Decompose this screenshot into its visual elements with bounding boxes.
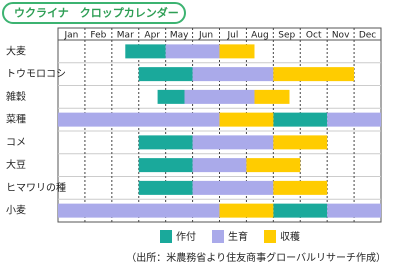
stage-bar [58,112,220,127]
legend-swatch [160,230,172,243]
month-label: Oct [306,31,322,41]
month-label: Sep [278,31,295,41]
stage-bar [125,44,166,59]
stage-bar [138,180,193,195]
legend-swatch [264,230,276,243]
stage-bar [157,89,185,104]
month-label: Dec [359,31,376,41]
stage-bar [219,44,255,59]
month-label: Apr [144,31,160,41]
stage-bar [246,158,301,173]
legend-swatch [212,230,224,243]
source-note: （出所：米農務省より住友商事グローバルリサーチ作成） [126,251,386,264]
month-label: Jul [227,31,239,41]
stage-bar [192,180,274,195]
stage-bar [273,180,328,195]
stage-bar [138,158,193,173]
month-label: Aug [251,31,269,41]
month-label: Mar [117,31,134,41]
stage-bar [192,135,274,150]
month-label: Feb [90,31,106,41]
row-label: ヒマワリの種 [6,181,66,194]
stage-bar [219,203,274,218]
stage-bar [254,89,290,104]
stage-bar [219,112,274,127]
month-label: Nov [332,31,350,41]
stage-bar [273,135,328,150]
row-label: 大麦 [6,44,26,57]
stage-bar [327,203,381,218]
stage-bar [138,135,193,150]
stage-bar [327,112,381,127]
legend-label: 収穫 [280,231,300,243]
row-label: 雑穀 [6,90,26,103]
month-label: Jan [64,31,79,41]
stage-bar [165,44,220,59]
stage-bar [273,203,328,218]
row-label: トウモロコシ [6,68,66,80]
row-label: 大豆 [6,158,26,171]
row-label: コメ [6,137,26,148]
row-label: 菜種 [6,113,26,126]
stage-bar [273,112,328,127]
row-label: 小麦 [6,205,26,217]
stage-bar [184,89,255,104]
legend-label: 作付 [176,230,196,243]
title-box [2,2,186,24]
stage-bar [192,67,274,82]
chart-title: ウクライナ クロップカレンダー [14,6,179,20]
stage-bar [273,67,355,82]
legend-label: 生育 [228,230,248,243]
stage-bar [192,158,247,173]
stage-bar [138,67,193,82]
month-label: May [170,31,189,41]
stage-bar [58,203,220,218]
month-label: Jun [198,31,213,41]
